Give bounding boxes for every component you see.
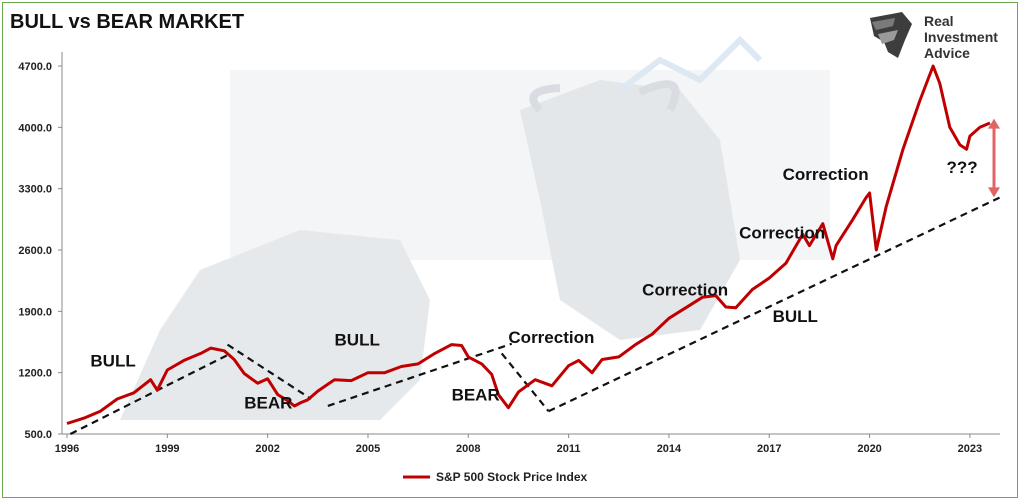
stallion-head-icon [870,12,912,58]
brand-logo: Real Investment Advice [870,12,998,61]
annotation-label: Correction [508,328,594,347]
trend-lines [69,196,1001,435]
y-tick-label: 4700.0 [18,61,52,73]
trend-line [69,352,232,435]
x-tick-label: 2008 [456,443,480,455]
x-tick-label: 2002 [255,443,279,455]
trend-line [226,343,312,400]
annotation-label: BULL [90,352,135,371]
chart-title: BULL vs BEAR MARKET [10,11,244,33]
logo-line: Advice [924,45,970,61]
annotations: BULL BEAR BULL BEAR Correction Correction Corr… [90,158,977,413]
x-tick-label: 2023 [958,443,982,455]
x-tick-label: 2014 [657,443,682,455]
annotation-label: BEAR [244,394,292,413]
axes [61,52,1000,435]
arrow-head [988,187,1000,198]
logo-line: Investment [924,29,998,45]
annotation-label: Correction [739,224,825,243]
x-tick-label: 2011 [557,443,581,455]
annotation-label: BULL [335,331,380,350]
x-tick-label: 2005 [356,443,380,455]
annotation-label: BEAR [452,386,500,405]
annotation-label: Correction [642,281,728,300]
legend: S&P 500 Stock Price Index [403,470,588,484]
x-tick-label: 2020 [857,443,881,455]
trend-line [500,352,550,412]
x-tick-label: 1999 [155,443,179,455]
background-artwork [120,35,830,420]
legend-label: S&P 500 Stock Price Index [436,470,588,484]
y-tick-label: 1900.0 [18,306,52,318]
arrow-head [988,118,1000,129]
trend-line [327,342,513,408]
bull-horn [529,84,561,113]
series-line [66,64,991,425]
annotation-label: Correction [783,165,869,184]
annotation-label: BULL [773,307,818,326]
x-tick-label: 1996 [55,443,79,455]
x-tick-label: 2017 [757,443,781,455]
y-tick-label: 500.0 [24,429,52,441]
range-arrow [988,118,1000,198]
y-tick-label: 4000.0 [18,122,52,134]
trend-arrow-graphic [618,35,763,93]
series-lines [66,64,991,425]
y-tick-labels: 4700.0 4000.0 3300.0 2600.0 1900.0 1200.0 500.… [18,61,62,441]
annotation-label: ??? [946,158,977,177]
y-tick-label: 2600.0 [18,245,52,257]
logo-line: Real [924,13,954,29]
y-tick-label: 1200.0 [18,368,52,380]
bear-silhouette [120,230,430,420]
x-tick-labels: 1996 1999 2002 2005 2008 2011 2014 2017 2020 2023 [55,434,982,455]
bull-silhouette [520,80,740,340]
bull-horn [638,80,680,112]
y-tick-label: 3300.0 [18,184,52,196]
